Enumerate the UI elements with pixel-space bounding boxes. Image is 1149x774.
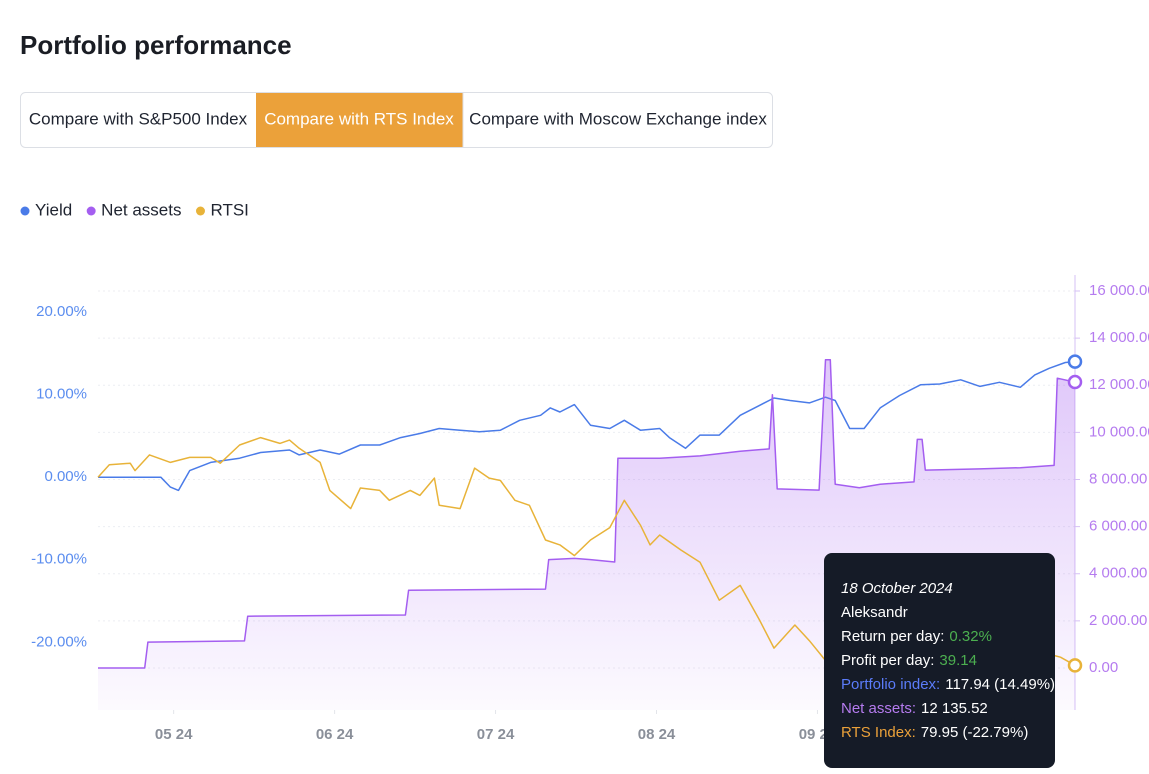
tooltip-title: 18 October 2024 xyxy=(841,580,953,597)
x-tick-label: 08 24 xyxy=(638,726,676,743)
legend-label: Yield xyxy=(35,200,72,219)
y2-tick-label: 2 000.00 xyxy=(1089,612,1147,629)
tooltip-label: Portfolio index: xyxy=(841,676,940,693)
y-tick-label: -10.00% xyxy=(31,551,87,568)
x-tick-label: 07 24 xyxy=(477,726,515,743)
line xyxy=(98,359,1076,669)
tooltip-row: Profit per day: 39.14 xyxy=(841,652,977,669)
tooltip-label: Net assets: xyxy=(841,700,916,717)
legend: Yield Net assets RTSI xyxy=(20,200,249,219)
y-tick-label: -20.00% xyxy=(31,633,87,650)
page-title: Portfolio performance xyxy=(20,30,292,60)
tooltip-value: 12 135.52 xyxy=(921,700,988,717)
tab-bar: Compare with S&P500 Index Compare with R… xyxy=(20,92,773,148)
line xyxy=(97,436,1076,666)
x-tick-label: 05 24 xyxy=(155,726,193,743)
y-tick-label: 0.00% xyxy=(44,468,87,485)
legend-dot xyxy=(195,206,205,216)
tooltip-value: 79.95 (-22.79%) xyxy=(921,724,1029,741)
y2-tick-label: 10 000.00 xyxy=(1089,423,1149,440)
y2-tick-label: 12 000.00 xyxy=(1089,376,1149,393)
y-tick-label: 10.00% xyxy=(36,386,87,403)
x-tick-label: 06 24 xyxy=(316,726,354,743)
y2-tick-label: 14 000.00 xyxy=(1089,329,1149,346)
end-marker xyxy=(1067,354,1083,369)
tooltip-bg xyxy=(824,553,1055,768)
tooltip-value: 39.14 xyxy=(939,652,977,669)
tooltip-label: Profit per day: xyxy=(841,652,934,669)
tooltip-value: 0.32% xyxy=(949,628,992,645)
y2-tick-label: 8 000.00 xyxy=(1089,470,1147,487)
y2-tick-label: 6 000.00 xyxy=(1089,518,1147,535)
tooltip-label: RTS Index: xyxy=(841,724,916,741)
tooltip-row: Return per day: 0.32% xyxy=(841,628,992,645)
tooltip-value: 117.94 (14.49%) xyxy=(945,676,1055,693)
y2-tick-label: 4 000.00 xyxy=(1089,565,1147,582)
tooltip-label: Return per day: xyxy=(841,628,944,645)
legend-label: RTSI xyxy=(210,200,248,219)
tooltip-row: RTS Index: 79.95 (-22.79%) xyxy=(841,724,1028,741)
end-marker xyxy=(1067,658,1083,673)
tab[interactable]: Compare with S&P500 Index xyxy=(29,109,248,128)
tooltip-user: Aleksandr xyxy=(841,604,908,621)
y-tick-label: 20.00% xyxy=(36,303,87,320)
tab[interactable]: Compare with RTS Index xyxy=(264,109,454,128)
legend-label: Net assets xyxy=(101,200,181,219)
tooltip-row: Portfolio index: 117.94 (14.49%) xyxy=(841,676,1055,693)
tooltip: 18 October 2024 Aleksandr Return per day… xyxy=(824,553,1055,768)
end-marker xyxy=(1067,374,1083,390)
tooltip-row: Net assets: 12 135.52 xyxy=(841,700,988,717)
legend-dot xyxy=(20,206,30,216)
y2-tick-label: 16 000.00 xyxy=(1089,282,1149,299)
tab-active-bg xyxy=(256,93,463,147)
y2-tick-label: 0.00 xyxy=(1089,659,1118,676)
line xyxy=(98,360,1076,492)
legend-dot xyxy=(86,206,96,216)
tab[interactable]: Compare with Moscow Exchange index xyxy=(469,109,767,128)
